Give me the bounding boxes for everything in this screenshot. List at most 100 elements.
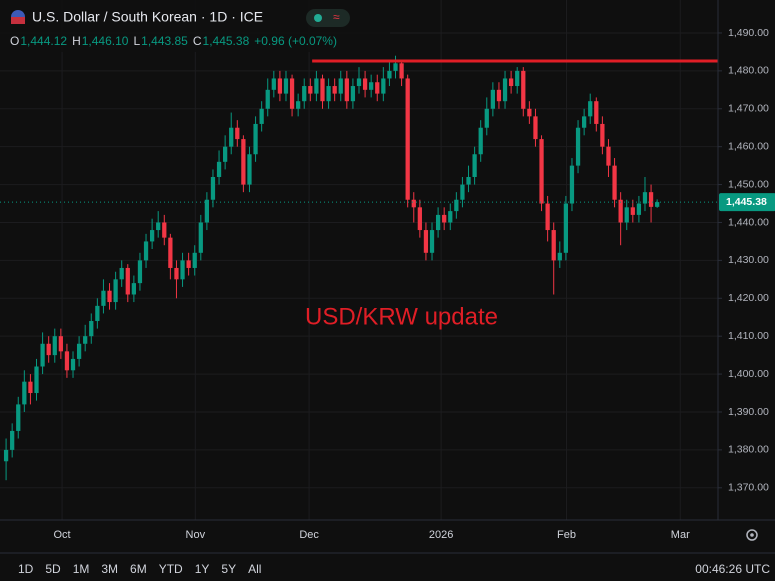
candle-body bbox=[22, 381, 27, 405]
candle-body bbox=[594, 101, 599, 124]
candle-body bbox=[52, 336, 57, 356]
candle-body bbox=[137, 260, 143, 284]
plot-area bbox=[0, 55, 718, 481]
symbol-icon-flag bbox=[11, 17, 25, 24]
x-tick-label: Nov bbox=[186, 529, 206, 541]
candle-body bbox=[101, 290, 106, 306]
candle-body bbox=[563, 203, 569, 253]
clock: 00:46:26 UTC bbox=[695, 562, 770, 576]
candle-body bbox=[502, 78, 508, 102]
candle-body bbox=[466, 176, 471, 185]
settings-icon[interactable] bbox=[746, 529, 758, 541]
candle-body bbox=[557, 252, 562, 261]
y-tick-label: 1,430.00 bbox=[728, 254, 769, 266]
candle-body bbox=[630, 207, 635, 215]
candle-body bbox=[89, 321, 94, 337]
last-price-label: 1,445.38 bbox=[726, 196, 767, 208]
candle-body bbox=[582, 116, 587, 128]
candle-body bbox=[235, 127, 240, 140]
y-tick-label: 1,470.00 bbox=[728, 103, 769, 115]
candle-body bbox=[429, 230, 435, 253]
candle-body bbox=[575, 127, 581, 166]
candle-body bbox=[204, 199, 210, 223]
candle-body bbox=[314, 78, 319, 94]
y-tick-label: 1,410.00 bbox=[728, 330, 769, 342]
candle-body bbox=[338, 78, 343, 94]
candle-body bbox=[332, 86, 337, 94]
candle-body bbox=[423, 230, 429, 253]
symbol-title[interactable]: U.S. Dollar / South Korean · 1D · ICE bbox=[32, 9, 263, 25]
candle-body bbox=[34, 366, 39, 394]
ohlc-value: 1,446.10 bbox=[82, 34, 129, 48]
range-button[interactable]: YTD bbox=[159, 562, 183, 576]
candle-body bbox=[460, 184, 465, 200]
candle-body bbox=[375, 82, 380, 94]
ohlc-key: L bbox=[133, 34, 140, 48]
candle-body bbox=[76, 343, 82, 359]
candle-body bbox=[393, 63, 398, 71]
candle-body bbox=[16, 404, 21, 431]
range-button[interactable]: 5D bbox=[45, 562, 61, 576]
y-tick-label: 1,490.00 bbox=[728, 27, 769, 39]
candle-body bbox=[600, 123, 605, 147]
candle-body bbox=[362, 78, 368, 90]
candle-body bbox=[265, 89, 270, 109]
candle-body bbox=[478, 127, 483, 155]
x-tick-label: Mar bbox=[671, 529, 690, 541]
candle-body bbox=[83, 336, 88, 344]
candle-body bbox=[131, 283, 136, 295]
candle-body bbox=[143, 241, 149, 261]
candle-body bbox=[229, 127, 234, 147]
range-button[interactable]: 1Y bbox=[195, 562, 210, 576]
candle-body bbox=[399, 63, 404, 79]
candle-body bbox=[454, 199, 459, 212]
y-tick-label: 1,390.00 bbox=[728, 406, 769, 418]
candle-body bbox=[283, 78, 289, 94]
candle-body bbox=[95, 305, 100, 322]
range-button[interactable]: All bbox=[248, 562, 261, 576]
candle-body bbox=[70, 358, 76, 371]
x-axis: Oct Nov Dec 2026 Feb Mar bbox=[54, 529, 691, 541]
candle-body bbox=[277, 78, 283, 94]
candle-body bbox=[58, 336, 63, 352]
range-button[interactable]: 1D bbox=[18, 562, 34, 576]
candle-body bbox=[40, 343, 45, 367]
range-button[interactable]: 6M bbox=[130, 562, 147, 576]
ohlc-key: C bbox=[193, 34, 202, 48]
candle-body bbox=[606, 146, 611, 166]
range-button[interactable]: 3M bbox=[101, 562, 118, 576]
candle-body bbox=[490, 89, 495, 109]
annotation: USD/KRW update bbox=[305, 303, 498, 330]
candle-body bbox=[387, 70, 392, 79]
candle-body bbox=[247, 154, 252, 185]
candle-body bbox=[149, 230, 155, 242]
candle-body bbox=[302, 86, 307, 102]
candle-body bbox=[435, 214, 441, 231]
candle-body bbox=[642, 192, 648, 204]
status-badge[interactable] bbox=[306, 9, 350, 27]
candle-body bbox=[527, 108, 532, 117]
candle-body bbox=[113, 279, 118, 303]
candle-body bbox=[216, 161, 222, 177]
candle-body bbox=[28, 381, 33, 394]
candle-body bbox=[289, 78, 295, 109]
candle-body bbox=[162, 222, 167, 238]
candle-body bbox=[253, 123, 258, 155]
y-tick-label: 1,440.00 bbox=[728, 216, 769, 228]
candle-body bbox=[271, 78, 276, 90]
candle-body bbox=[655, 202, 660, 207]
candle-body bbox=[296, 101, 301, 109]
candle-body bbox=[156, 222, 161, 231]
range-button[interactable]: 5Y bbox=[221, 562, 236, 576]
candle-body bbox=[326, 86, 331, 102]
candle-body bbox=[119, 267, 124, 280]
ohlc-key: O bbox=[10, 34, 19, 48]
y-tick-label: 1,460.00 bbox=[728, 140, 769, 152]
candle-body bbox=[442, 214, 447, 223]
y-tick-label: 1,480.00 bbox=[728, 65, 769, 77]
candle-body bbox=[344, 78, 349, 102]
candle-body bbox=[174, 267, 179, 280]
range-button[interactable]: 1M bbox=[73, 562, 90, 576]
candle-body bbox=[569, 165, 575, 204]
